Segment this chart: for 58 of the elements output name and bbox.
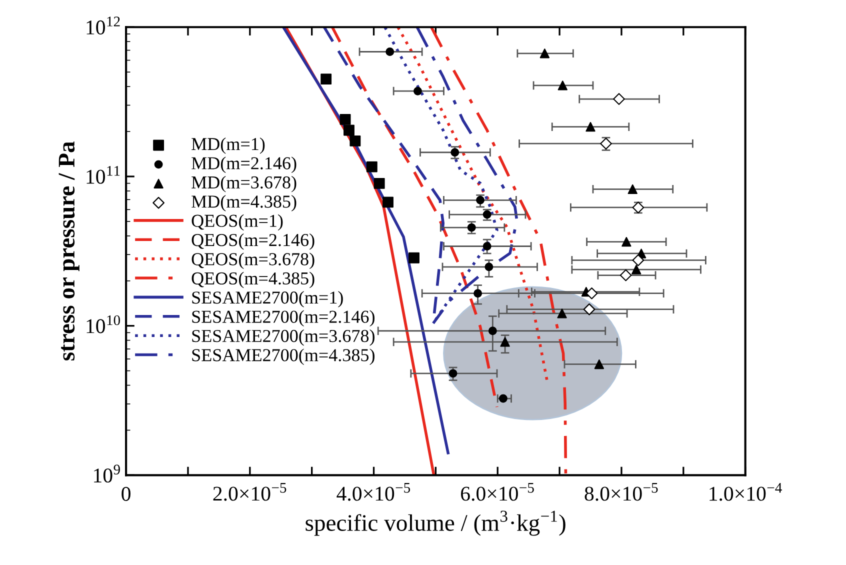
legend-label: MD(m=4.385) xyxy=(192,195,296,212)
point xyxy=(320,74,332,85)
point xyxy=(408,252,420,264)
point xyxy=(474,289,482,298)
legend-label: QEOS(m=1) xyxy=(192,214,283,231)
point xyxy=(340,114,351,125)
legend-label: QEOS(m=4.385) xyxy=(192,272,314,288)
line-series xyxy=(430,27,568,476)
point xyxy=(498,394,508,403)
point xyxy=(386,48,394,56)
point xyxy=(450,148,460,157)
point xyxy=(594,359,604,370)
legend-label: QEOS(m=3.678) xyxy=(192,252,314,269)
point xyxy=(632,254,644,266)
point xyxy=(613,93,625,105)
point xyxy=(557,308,567,318)
x-tick-label: 1.0×10$^{−4}$ xyxy=(710,483,782,501)
point xyxy=(467,223,476,232)
point xyxy=(586,287,598,300)
x-tick-label: 4.0×10$^{−5}$ xyxy=(336,483,410,501)
point xyxy=(414,86,422,96)
y-tick-label: 10$^{11}$ xyxy=(86,166,120,184)
point xyxy=(558,80,568,90)
point xyxy=(482,242,492,250)
y-axis-title: stress or pressure / Pa xyxy=(58,142,80,360)
x-tick-label: 8.0×10$^{−5}$ xyxy=(584,483,658,501)
point xyxy=(344,124,354,136)
legend-label: SESAME2700(m=3.678) xyxy=(192,329,374,346)
point xyxy=(622,237,632,247)
legend-label: SESAME2700(m=2.146) xyxy=(192,310,374,327)
point xyxy=(628,184,638,194)
y-tick-label: 10$^{12}$ xyxy=(86,16,120,34)
point xyxy=(448,369,458,378)
point xyxy=(620,269,632,282)
x-tick-label: 2.0×10$^{−5}$ xyxy=(213,483,286,501)
point xyxy=(382,196,394,208)
y-tick-label: 10$^{9}$ xyxy=(94,464,120,483)
point xyxy=(586,122,596,132)
x-tick-label: 6.0×10$^{−5}$ xyxy=(461,483,534,501)
point xyxy=(632,264,642,274)
legend-label: MD(m=2.146) xyxy=(192,156,296,174)
legend-label: SESAME2700(m=4.385) xyxy=(192,348,374,365)
point xyxy=(500,337,510,347)
legend-label: MD(m=3.678) xyxy=(192,176,296,192)
point xyxy=(374,178,385,189)
y-tick-label: 10$^{10}$ xyxy=(86,315,120,334)
point xyxy=(488,326,497,336)
legend-label: QEOS(m=2.146) xyxy=(192,233,314,250)
point xyxy=(476,196,485,204)
legend-label: SESAME2700(m=1) xyxy=(192,290,343,308)
x-tick-label: 0 xyxy=(122,486,130,501)
point xyxy=(540,48,550,58)
point xyxy=(583,303,596,316)
legend-label: MD(m=1) xyxy=(192,137,265,154)
point xyxy=(350,135,361,146)
point xyxy=(366,161,378,172)
x-axis-title: specific volume / (m$^{3}$·kg$^{−1}$) xyxy=(306,510,566,536)
point xyxy=(484,262,494,272)
